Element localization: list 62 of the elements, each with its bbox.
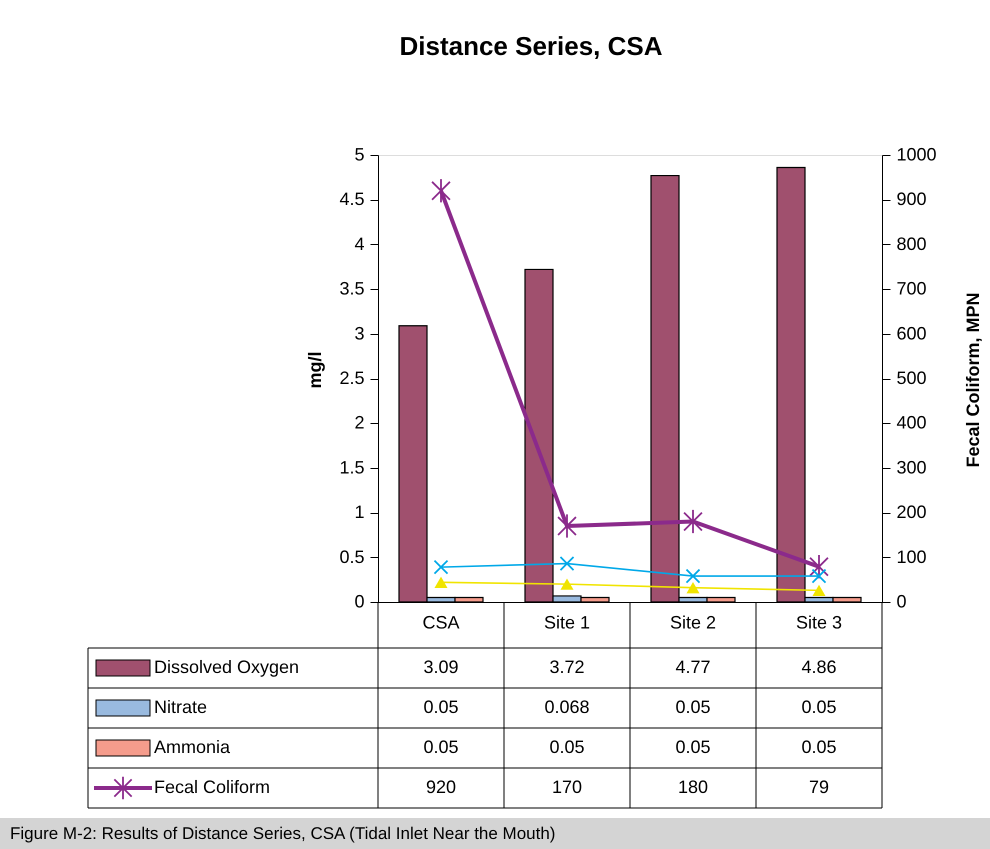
- y-tick-label: 3.5: [339, 278, 364, 299]
- y2-tick-label: 600: [896, 323, 927, 344]
- data-label: 0.05: [423, 737, 459, 757]
- legend-label: Dissolved Oxygen: [154, 657, 300, 677]
- y2-axis-title: Fecal Coliform, MPN: [963, 292, 983, 468]
- point: [686, 582, 700, 594]
- point: [560, 556, 574, 571]
- data-label: 3.09: [423, 657, 459, 677]
- point: [686, 568, 700, 584]
- data-label: 0.05: [801, 737, 837, 757]
- data-label: 0.05: [675, 697, 711, 717]
- y-tick-label: 5: [354, 144, 364, 164]
- data-label: 4.77: [675, 657, 711, 677]
- point: [812, 584, 826, 596]
- y-tick-label: 2.5: [339, 368, 364, 388]
- x-tick-label: Site 2: [670, 612, 716, 632]
- x-tick-label: CSA: [422, 612, 460, 632]
- data-label: 0.068: [544, 697, 590, 717]
- data-label: 170: [552, 777, 582, 797]
- legend-label: Fecal Coliform: [154, 777, 270, 797]
- point: [557, 513, 577, 539]
- data-label: 79: [808, 777, 830, 797]
- point: [434, 560, 448, 575]
- y2-tick-label: 300: [896, 457, 927, 478]
- legend-label: Ammonia: [154, 737, 232, 757]
- y2-tick-label: 100: [896, 546, 927, 567]
- data-label: 920: [426, 777, 456, 797]
- y-axis-title: mg/l: [305, 351, 325, 389]
- point: [560, 578, 574, 590]
- y2-tick-label: 500: [896, 368, 927, 388]
- y-tick-label: 1: [354, 502, 364, 522]
- y-tick-label: 0.5: [339, 546, 364, 567]
- y-tick-label: 1.5: [339, 457, 364, 478]
- y-tick-label: 2: [354, 412, 364, 433]
- y2-tick-label: 400: [896, 412, 927, 433]
- data-label: 0.05: [549, 737, 585, 757]
- point: [812, 568, 826, 584]
- x-tick-label: Site 3: [796, 612, 842, 632]
- y2-tick-label: 200: [896, 502, 927, 522]
- y-tick-label: 0: [354, 592, 364, 612]
- point: [434, 576, 448, 588]
- data-label: 4.86: [801, 657, 837, 677]
- y2-tick-label: 900: [896, 189, 927, 210]
- y2-tick-label: 800: [896, 234, 927, 254]
- data-label: 3.72: [549, 657, 585, 677]
- point: [809, 554, 829, 580]
- y2-tick-label: 1000: [896, 144, 937, 164]
- text: Figure M-2: Results of Distance Series, CSA (Tidal Inlet Near the Mouth): [10, 824, 556, 843]
- data-label: 0.05: [801, 697, 837, 717]
- point: [431, 178, 451, 204]
- y-tick-label: 4: [354, 234, 364, 254]
- data-label: 0.05: [423, 697, 459, 717]
- data-label: 180: [678, 777, 708, 797]
- data-label: 0.05: [675, 737, 711, 757]
- point: [683, 509, 703, 534]
- x-tick-label: Site 1: [544, 612, 590, 632]
- y2-tick-label: 700: [896, 278, 927, 299]
- y2-tick-label: 0: [896, 592, 907, 612]
- y-tick-label: 3: [354, 323, 364, 344]
- y-tick-label: 4.5: [339, 189, 364, 210]
- chart-title: Distance Series, CSA: [399, 31, 663, 61]
- legend-label: Nitrate: [154, 697, 208, 717]
